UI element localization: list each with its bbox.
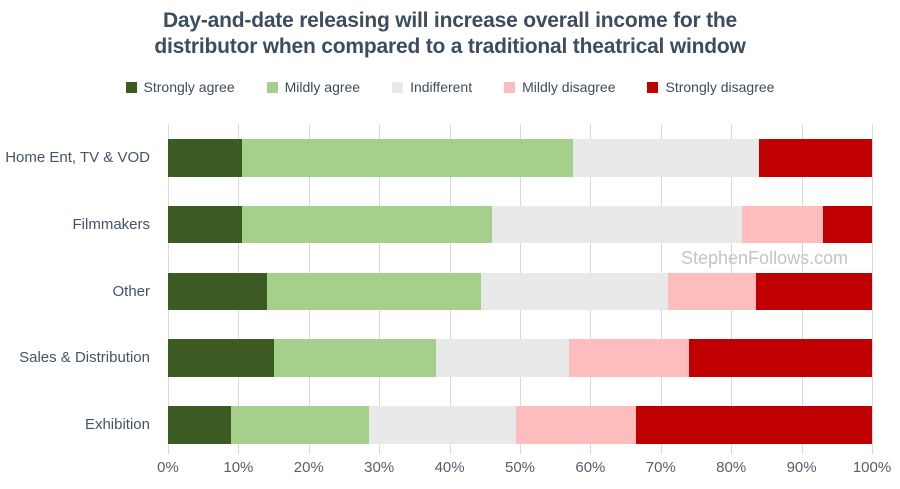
- legend-label: Mildly agree: [284, 79, 361, 95]
- category-label: Filmmakers: [72, 215, 151, 233]
- gridline: [872, 124, 873, 454]
- bar-segment-mildly-disagree: [667, 272, 756, 310]
- legend-label: Strongly agree: [143, 79, 235, 95]
- x-axis-tick-label: 40%: [434, 459, 465, 476]
- bar-segment-indifferent: [368, 406, 517, 444]
- bar-segment-strongly-disagree: [636, 406, 872, 444]
- legend-label: Strongly disagree: [665, 79, 775, 95]
- legend-label: Mildly disagree: [522, 79, 616, 95]
- bar-segment-mildly-agree: [241, 139, 573, 177]
- legend-swatch-mildly-disagree: [504, 81, 516, 93]
- bar-segment-mildly-agree: [266, 272, 482, 310]
- legend-item-strongly-agree: Strongly agree: [125, 79, 235, 95]
- x-axis-tick-label: 10%: [223, 459, 254, 476]
- plot-area: [168, 124, 873, 454]
- category-label: Home Ent, TV & VOD: [5, 149, 150, 166]
- category-axis: Home Ent, TV & VOD Filmmakers Other Sales &…: [0, 124, 158, 454]
- chart-title-line2: distributor when compared to a tradition…: [154, 35, 746, 58]
- x-axis-tick-label: 90%: [786, 459, 817, 476]
- bar-segment-strongly-disagree: [759, 139, 872, 177]
- legend-label: Indifferent: [410, 79, 473, 95]
- legend-swatch-mildly-agree: [266, 81, 278, 93]
- x-axis-tick-label: 50%: [504, 459, 536, 476]
- bar-segment-strongly-disagree: [755, 272, 872, 310]
- bar-segment-strongly-disagree: [822, 205, 872, 244]
- bar-segment-strongly-agree: [168, 139, 242, 177]
- bar-segment-mildly-agree: [231, 406, 369, 444]
- x-axis-tick-label: 0%: [157, 459, 179, 476]
- watermark: StephenFollows.com: [681, 248, 849, 268]
- x-axis: 0% 10% 20% 30% 40% 50% 60% 70% 80% 90% 100%: [157, 459, 891, 481]
- bar-segment-mildly-agree: [273, 339, 436, 377]
- bar-segment-strongly-disagree: [688, 339, 872, 377]
- legend-item-mildly-disagree: Mildly disagree: [504, 79, 615, 95]
- legend-swatch-strongly-agree: [125, 81, 137, 93]
- x-axis-tick-label: 20%: [293, 459, 324, 476]
- chart-title: Day-and-date releasing will increase ove…: [0, 8, 900, 60]
- bar-row: [168, 139, 872, 177]
- category-label: Sales & Distribution: [19, 349, 150, 367]
- bar-segment-indifferent: [481, 272, 668, 310]
- legend-item-mildly-agree: Mildly agree: [266, 79, 361, 95]
- bar-segment-strongly-agree: [168, 339, 274, 377]
- legend-swatch-strongly-disagree: [647, 81, 659, 93]
- bar-segment-indifferent: [435, 339, 570, 377]
- x-axis-tick-label: 60%: [575, 459, 606, 476]
- bar-row: [168, 406, 872, 444]
- bar-segment-mildly-disagree: [741, 205, 823, 244]
- legend-item-indifferent: Indifferent: [392, 79, 472, 95]
- category-label: Exhibition: [84, 416, 150, 433]
- bar-segment-mildly-disagree: [516, 406, 637, 444]
- legend: Strongly agree Mildly agree Indifferent Mil…: [0, 79, 900, 95]
- legend-item-strongly-disagree: Strongly disagree: [647, 79, 774, 95]
- bar-segment-mildly-agree: [241, 205, 492, 244]
- bar-segment-indifferent: [572, 139, 760, 177]
- bar-row: [168, 339, 872, 377]
- chart-title-line1: Day-and-date releasing will increase ove…: [162, 9, 738, 32]
- bar-row: [168, 272, 872, 310]
- bar-row: [168, 205, 872, 244]
- x-axis-tick-label: 30%: [364, 459, 395, 476]
- legend-swatch-indifferent: [392, 81, 404, 93]
- bar-segment-mildly-disagree: [569, 339, 689, 377]
- category-label: Other: [112, 282, 150, 300]
- x-axis-tick-label: 100%: [852, 459, 892, 476]
- bar-segment-indifferent: [491, 205, 742, 244]
- bar-segment-strongly-agree: [168, 406, 232, 444]
- bar-segment-strongly-agree: [168, 205, 242, 244]
- x-axis-tick-label: 80%: [716, 459, 747, 476]
- x-axis-tick-label: 70%: [645, 459, 676, 476]
- bar-segment-strongly-agree: [168, 272, 267, 310]
